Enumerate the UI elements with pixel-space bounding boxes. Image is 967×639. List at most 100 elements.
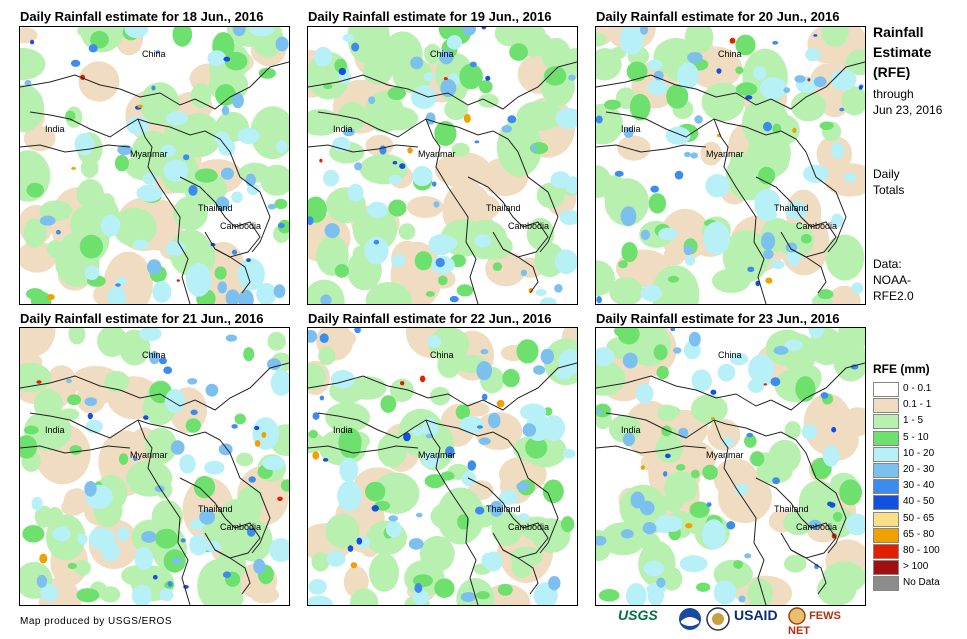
country-label-thailand: Thailand [486, 504, 521, 514]
rainfall-cell [798, 480, 839, 524]
map-panel: China India Myanmar Thailand Cambodia [19, 26, 290, 305]
rainfall-cell [71, 167, 76, 170]
rainfall-cell [79, 234, 103, 259]
legend-swatch [873, 479, 899, 495]
rainfall-cell [596, 115, 603, 124]
rainfall-cell [322, 458, 329, 462]
country-label-thailand: Thailand [774, 504, 809, 514]
rainfall-cell [399, 163, 406, 170]
rainfall-cell [596, 409, 604, 415]
rainfall-cell [188, 185, 198, 196]
rainfall-cell [455, 404, 471, 420]
rainfall-cell [172, 27, 193, 47]
rainfall-cell [620, 529, 634, 539]
country-border [725, 122, 847, 253]
legend-label: 30 - 40 [903, 480, 935, 492]
rainfall-cell [622, 352, 638, 369]
rainfall-cell [598, 589, 620, 602]
rainfall-cell [308, 109, 342, 136]
map-panel: China India Myanmar Thailand Cambodia [307, 26, 578, 305]
country-border [20, 362, 289, 411]
country-label-india: India [45, 425, 65, 435]
rainfall-cell [665, 453, 671, 459]
rainfall-cell [734, 483, 749, 495]
rainfall-cell [308, 196, 327, 223]
rainfall-cell [39, 553, 48, 564]
rainfall-cell [596, 260, 615, 297]
rainfall-cell [412, 427, 423, 436]
rainfall-cell [745, 95, 753, 100]
rainfall-cell [502, 368, 520, 388]
rainfall-cell [517, 513, 530, 522]
rainfall-cell [365, 134, 394, 157]
rainfall-cell [832, 511, 843, 522]
country-border [605, 412, 727, 439]
rainfall-cell [24, 410, 72, 451]
rainfall-cell [830, 69, 857, 91]
rainfall-cell [784, 421, 801, 439]
through-label: through [873, 87, 914, 101]
rainfall-cell [367, 201, 388, 219]
rainfall-cell [837, 328, 865, 351]
rainfall-cell [700, 141, 722, 166]
rainfall-cell [476, 591, 490, 600]
legend-swatch [873, 527, 899, 543]
rainfall-cell [691, 469, 700, 479]
rainfall-cell [250, 586, 280, 604]
rainfall-cell [308, 579, 327, 595]
rainfall-cell [183, 172, 228, 206]
rainfall-cell [656, 577, 666, 588]
legend-swatch [873, 398, 899, 414]
rainfall-cell [118, 453, 129, 465]
rainfall-cell [254, 440, 261, 447]
country-border [308, 144, 419, 153]
rainfall-cell [845, 49, 865, 76]
country-label-myanmar: Myanmar [418, 149, 456, 159]
country-border [713, 118, 767, 304]
rainfall-cell [822, 445, 840, 467]
rainfall-cell [658, 227, 678, 241]
rainfall-cell [533, 365, 546, 375]
rainfall-cell [684, 151, 691, 158]
rainfall-cell [540, 348, 554, 365]
totals-label: Totals [873, 183, 905, 197]
rainfall-cell [217, 281, 228, 294]
map-panel: China India Myanmar Thailand Cambodia [595, 327, 866, 606]
country-label-cambodia: Cambodia [508, 221, 549, 231]
rainfall-cell [76, 179, 104, 210]
rainfall-cell [560, 516, 575, 533]
rainfall-cell [494, 27, 524, 47]
rainfall-cell [125, 153, 164, 181]
rainfall-cell [801, 424, 818, 440]
rainfall-cell [614, 170, 624, 177]
rainfall-cell [521, 516, 554, 542]
legend-title: RFE (mm) [873, 362, 930, 376]
rainfall-cell [485, 75, 491, 81]
rainfall-cell [748, 354, 775, 384]
rainfall-cell [794, 75, 806, 83]
rainfall-cell [674, 170, 684, 180]
rainfall-cell [802, 164, 829, 183]
rainfall-cell [351, 42, 360, 52]
rainfall-cell [159, 357, 167, 365]
rainfall-cell [112, 207, 157, 247]
rainfall-cell [419, 375, 426, 383]
rainfall-cell [522, 423, 537, 437]
country-border [725, 423, 847, 554]
rainfall-cell [215, 84, 237, 106]
rainfall-cell [535, 289, 547, 296]
rainfall-cell [445, 446, 455, 458]
rainfall-cell [437, 351, 461, 378]
rainfall-cell [70, 59, 81, 67]
rainfall-cell [685, 255, 696, 266]
rainfall-cell [702, 519, 726, 550]
rainfall-cell [831, 213, 844, 228]
rainfall-cell [650, 185, 659, 193]
rainfall-cell [389, 378, 414, 402]
rainfall-cell [713, 580, 737, 605]
rainfall-cell [761, 232, 776, 251]
rainfall-cell [67, 562, 77, 570]
legend-label: > 100 [903, 561, 929, 573]
rainfall-cell [821, 27, 849, 47]
rainfall-cell [807, 78, 811, 82]
